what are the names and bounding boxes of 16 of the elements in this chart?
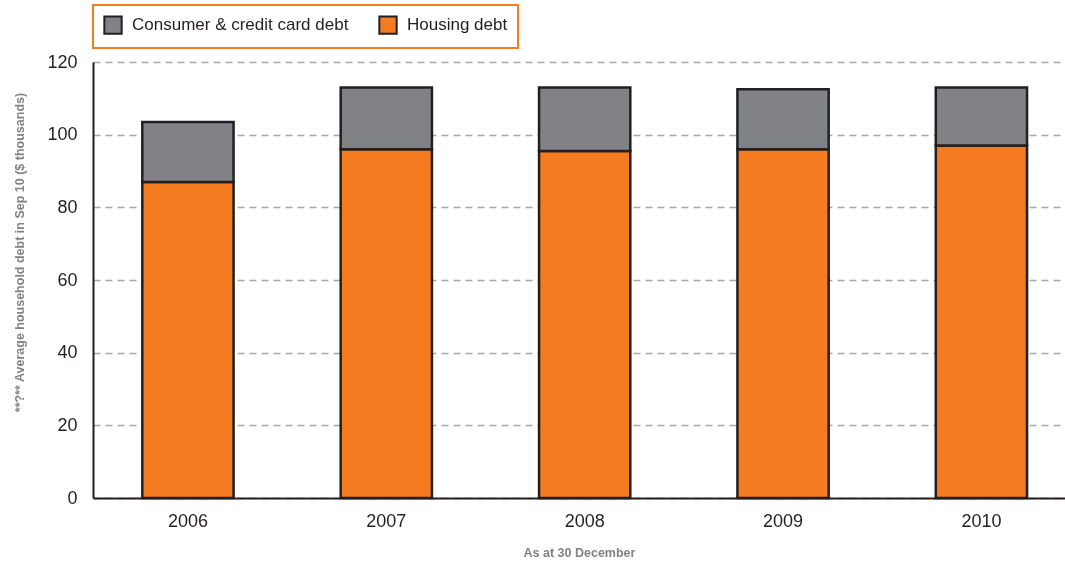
y-tick-label: 40 <box>57 342 78 363</box>
legend-label: Housing debt <box>407 15 508 35</box>
y-tick-label: 80 <box>57 196 78 217</box>
x-tick-label: 2010 <box>961 510 1002 531</box>
y-tick-label: 20 <box>57 414 78 435</box>
x-tick-label: 2009 <box>763 510 804 531</box>
y-axis-title: **?** Average household debt in Sep 10 ($ thousands) <box>13 92 28 413</box>
x-tick-label: 2007 <box>366 510 407 531</box>
y-tick-label: 120 <box>47 51 78 72</box>
x-axis-title: As at 30 December <box>523 545 636 560</box>
x-tick-label: 2006 <box>167 510 208 531</box>
x-tick-label: 2008 <box>564 510 605 531</box>
y-tick-label: 100 <box>47 124 78 145</box>
y-tick-label: 0 <box>67 487 78 508</box>
y-tick-label: 60 <box>57 269 78 290</box>
legend-label: Consumer & credit card debt <box>132 15 349 35</box>
